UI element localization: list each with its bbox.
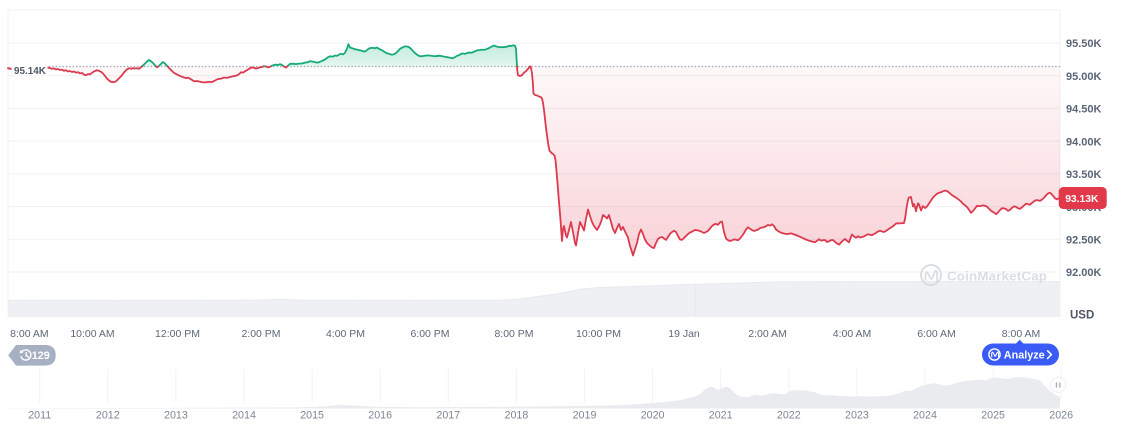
svg-text:6:00 AM: 6:00 AM: [917, 328, 956, 340]
svg-text:2019: 2019: [573, 410, 597, 422]
svg-text:92.50K: 92.50K: [1066, 235, 1102, 247]
svg-text:2012: 2012: [96, 410, 120, 422]
svg-text:94.50K: 94.50K: [1066, 104, 1102, 116]
svg-text:95.00K: 95.00K: [1066, 71, 1102, 83]
svg-text:2016: 2016: [368, 410, 392, 422]
svg-text:95.50K: 95.50K: [1066, 38, 1102, 50]
svg-text:10:00 AM: 10:00 AM: [70, 328, 114, 340]
svg-text:2026: 2026: [1049, 410, 1073, 422]
svg-text:USD: USD: [1070, 310, 1094, 322]
svg-text:2:00 AM: 2:00 AM: [748, 328, 787, 340]
svg-text:19 Jan: 19 Jan: [668, 328, 700, 340]
svg-text:2011: 2011: [28, 410, 51, 422]
svg-text:6:00 PM: 6:00 PM: [410, 328, 449, 340]
svg-text:2023: 2023: [845, 410, 869, 422]
svg-text:2022: 2022: [777, 410, 801, 422]
svg-text:2017: 2017: [436, 410, 460, 422]
svg-text:8:00 AM: 8:00 AM: [1002, 328, 1041, 340]
svg-text:2024: 2024: [913, 410, 937, 422]
svg-text:2015: 2015: [300, 410, 324, 422]
svg-text:4:00 PM: 4:00 PM: [326, 328, 365, 340]
svg-text:2025: 2025: [981, 410, 1005, 422]
svg-text:93.13K: 93.13K: [1065, 194, 1099, 205]
svg-text:4:00 AM: 4:00 AM: [833, 328, 872, 340]
svg-text:92.00K: 92.00K: [1066, 267, 1102, 279]
svg-text:10:00 PM: 10:00 PM: [576, 328, 621, 340]
svg-text:8:00 AM: 8:00 AM: [10, 328, 49, 340]
svg-text:2:00 PM: 2:00 PM: [241, 328, 280, 340]
svg-text:Analyze: Analyze: [1004, 350, 1045, 362]
svg-text:8:00 PM: 8:00 PM: [494, 328, 533, 340]
svg-text:2018: 2018: [505, 410, 529, 422]
svg-text:94.00K: 94.00K: [1066, 136, 1102, 148]
svg-text:129: 129: [32, 350, 50, 362]
svg-text:2020: 2020: [641, 410, 665, 422]
svg-text:93.50K: 93.50K: [1066, 169, 1102, 181]
svg-text:2021: 2021: [709, 410, 733, 422]
svg-text:CoinMarketCap: CoinMarketCap: [947, 269, 1047, 284]
svg-text:12:00 PM: 12:00 PM: [155, 328, 200, 340]
svg-text:2014: 2014: [232, 410, 256, 422]
svg-text:2013: 2013: [164, 410, 188, 422]
svg-text:95.14K: 95.14K: [14, 66, 47, 77]
